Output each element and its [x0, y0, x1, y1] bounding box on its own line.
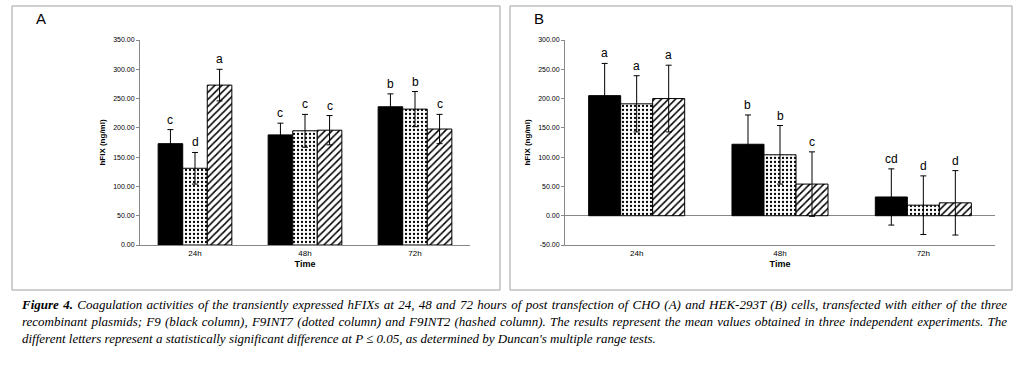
svg-text:B: B	[534, 10, 544, 27]
svg-text:200.00: 200.00	[113, 124, 135, 131]
svg-text:250.00: 250.00	[538, 66, 560, 73]
svg-text:48h: 48h	[773, 249, 786, 258]
svg-text:b: b	[412, 75, 419, 89]
svg-text:200.00: 200.00	[538, 95, 560, 102]
svg-text:300.00: 300.00	[113, 66, 135, 73]
svg-text:hFIX (ng/ml): hFIX (ng/ml)	[523, 119, 532, 166]
svg-text:b: b	[744, 98, 751, 112]
svg-text:c: c	[167, 113, 173, 127]
svg-text:150.00: 150.00	[113, 154, 135, 161]
svg-text:24h: 24h	[188, 249, 201, 258]
html-text:Figure 4. Coagulation activiti: Figure 4. Coagulation activities of the …	[22, 297, 1007, 346]
svg-text:a: a	[633, 59, 640, 73]
svg-text:24h: 24h	[630, 249, 643, 258]
svg-text:c: c	[277, 106, 283, 120]
svg-text:100.00: 100.00	[113, 183, 135, 190]
svg-text:-50.00: -50.00	[540, 241, 560, 248]
svg-text:0.00: 0.00	[546, 212, 560, 219]
svg-text:c: c	[302, 97, 308, 111]
svg-text:100.00: 100.00	[538, 154, 560, 161]
svg-text:A: A	[36, 10, 46, 27]
svg-text:a: a	[665, 48, 672, 62]
svg-text:hFIX (ng/ml): hFIX (ng/ml)	[98, 119, 107, 166]
svg-text:a: a	[216, 52, 223, 66]
svg-text:b: b	[387, 77, 394, 91]
svg-text:Time: Time	[770, 259, 791, 269]
svg-text:0.00: 0.00	[121, 241, 135, 248]
svg-text:d: d	[192, 135, 199, 149]
svg-text:250.00: 250.00	[113, 95, 135, 102]
svg-text:48h: 48h	[298, 249, 311, 258]
svg-text:72h: 72h	[408, 249, 421, 258]
svg-text:72h: 72h	[917, 249, 930, 258]
svg-text:d: d	[952, 154, 959, 168]
svg-text:150.00: 150.00	[538, 124, 560, 131]
svg-text:300.00: 300.00	[538, 36, 560, 43]
svg-text:350.00: 350.00	[113, 36, 135, 43]
svg-text:a: a	[601, 46, 608, 60]
svg-text:c: c	[327, 99, 333, 113]
svg-text:cd: cd	[885, 152, 898, 166]
svg-text:b: b	[777, 109, 784, 123]
svg-text:50.00: 50.00	[117, 212, 135, 219]
svg-text:50.00: 50.00	[542, 183, 560, 190]
svg-text:c: c	[437, 97, 443, 111]
svg-text:Time: Time	[295, 259, 316, 269]
svg-text:d: d	[920, 159, 927, 173]
svg-text:c: c	[809, 135, 815, 149]
